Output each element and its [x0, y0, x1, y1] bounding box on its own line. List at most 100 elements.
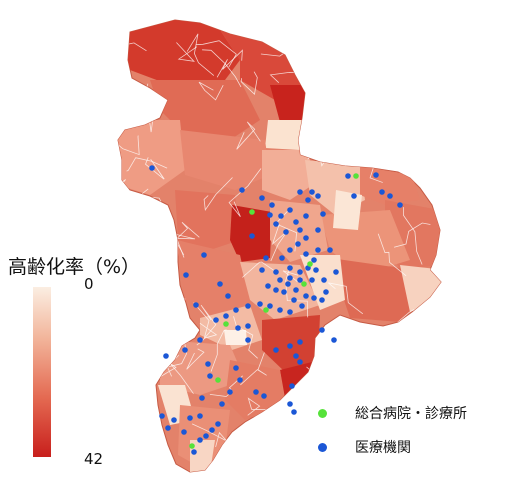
medical-institution-point: [245, 323, 251, 329]
medical-institution-point: [199, 395, 205, 401]
district-boundary: [348, 338, 374, 356]
medical-institution-point: [397, 202, 403, 208]
district-boundary: [236, 121, 261, 150]
medical-institution-point: [303, 293, 309, 299]
medical-institution-point: [331, 337, 337, 343]
district-boundary: [393, 222, 431, 248]
legend-item-general-hospital: 総合病院・診療所: [318, 403, 467, 423]
district-boundary: [247, 397, 268, 416]
medical-institution-point: [261, 393, 267, 399]
medical-institution-point: [277, 277, 283, 283]
medical-institution-point: [303, 213, 309, 219]
district-region: [160, 340, 245, 395]
district-boundary: [374, 343, 395, 376]
district-boundary: [409, 165, 426, 181]
blue-dot-icon: [318, 442, 327, 452]
district-boundary: [216, 49, 243, 78]
medical-institution-point: [293, 353, 299, 359]
medical-institution-point: [373, 172, 379, 178]
medical-institution-point: [182, 347, 188, 353]
medical-institution-point: [263, 255, 269, 261]
district-boundary: [126, 157, 168, 172]
medical-institution-point: [277, 307, 283, 313]
medical-institution-point: [299, 303, 305, 309]
medical-institution-point: [267, 212, 273, 218]
district-boundary: [118, 134, 140, 156]
medical-institution-point: [187, 415, 193, 421]
district-boundary: [145, 157, 165, 180]
general-hospital-point: [215, 377, 221, 383]
district-boundary: [202, 49, 242, 88]
medical-institution-point: [289, 383, 295, 389]
medical-institution-point: [237, 377, 243, 383]
district-region: [120, 20, 240, 85]
legend-item-medical-institution: 医療機関: [318, 437, 411, 457]
medical-institution-point: [183, 272, 189, 278]
medical-institution-point: [149, 165, 155, 171]
medical-institution-point: [207, 373, 213, 379]
facility-points: [149, 165, 403, 455]
district-region: [224, 330, 247, 345]
district-boundary: [118, 41, 147, 59]
medical-institution-point: [291, 409, 297, 415]
district-region: [300, 255, 345, 310]
medical-institution-point: [197, 413, 203, 419]
medical-institution-point: [171, 417, 177, 423]
district-boundary: [272, 209, 298, 252]
general-hospital-point: [301, 281, 307, 287]
medical-institution-point: [291, 297, 297, 303]
district-boundary: [377, 233, 407, 277]
district-boundary: [285, 264, 309, 318]
medical-institution-point: [257, 301, 263, 307]
medical-institution-point: [273, 221, 279, 227]
medical-institution-point: [213, 317, 219, 323]
medical-institution-point: [305, 197, 311, 203]
medical-institution-point: [245, 337, 251, 343]
medical-institution-point: [379, 189, 385, 195]
green-dot-icon: [318, 408, 327, 418]
medical-institution-point: [219, 401, 225, 407]
district-boundary: [210, 329, 227, 372]
medical-institution-point: [259, 195, 265, 201]
medical-institution-point: [345, 173, 351, 179]
colorbar-title: 高齢化率（%）: [8, 256, 141, 278]
district-boundary: [276, 20, 298, 49]
medical-institution-point: [313, 267, 319, 273]
medical-institution-point: [181, 429, 187, 435]
medical-institution-point: [297, 277, 303, 283]
medical-institution-point: [163, 353, 169, 359]
medical-institution-point: [327, 247, 333, 253]
medical-institution-point: [159, 413, 165, 419]
medical-institution-point: [319, 297, 325, 303]
medical-institution-point: [279, 255, 285, 261]
medical-institution-point: [245, 303, 251, 309]
medical-institution-point: [303, 235, 309, 241]
district-region: [118, 120, 185, 195]
medical-institution-point: [387, 193, 393, 199]
medical-institution-point: [297, 227, 303, 233]
medical-institution-point: [321, 277, 327, 283]
general-hospital-point: [307, 261, 313, 267]
medical-institution-point: [278, 213, 284, 219]
district-boundary: [198, 81, 224, 101]
medical-institution-point: [273, 269, 279, 275]
district-boundary: [160, 308, 180, 349]
district-boundary: [186, 348, 205, 370]
medical-institution-point: [253, 389, 259, 395]
medical-institution-point: [225, 293, 231, 299]
medical-institution-point: [165, 425, 171, 431]
medical-institution-point: [193, 302, 199, 308]
medical-institution-point: [285, 281, 291, 287]
district-boundary: [240, 71, 258, 96]
medical-institution-point: [235, 325, 241, 331]
district-boundary: [144, 291, 177, 311]
medical-institution-point: [223, 313, 229, 319]
district-boundary: [376, 353, 397, 372]
medical-institution-point: [283, 229, 289, 235]
medical-institution-point: [273, 287, 279, 293]
district-region: [175, 190, 240, 250]
medical-institution-point: [287, 401, 293, 407]
legend-label-medical-institution: 医療機関: [355, 440, 411, 456]
medical-institution-point: [287, 207, 293, 213]
medical-institution-point: [315, 193, 321, 199]
